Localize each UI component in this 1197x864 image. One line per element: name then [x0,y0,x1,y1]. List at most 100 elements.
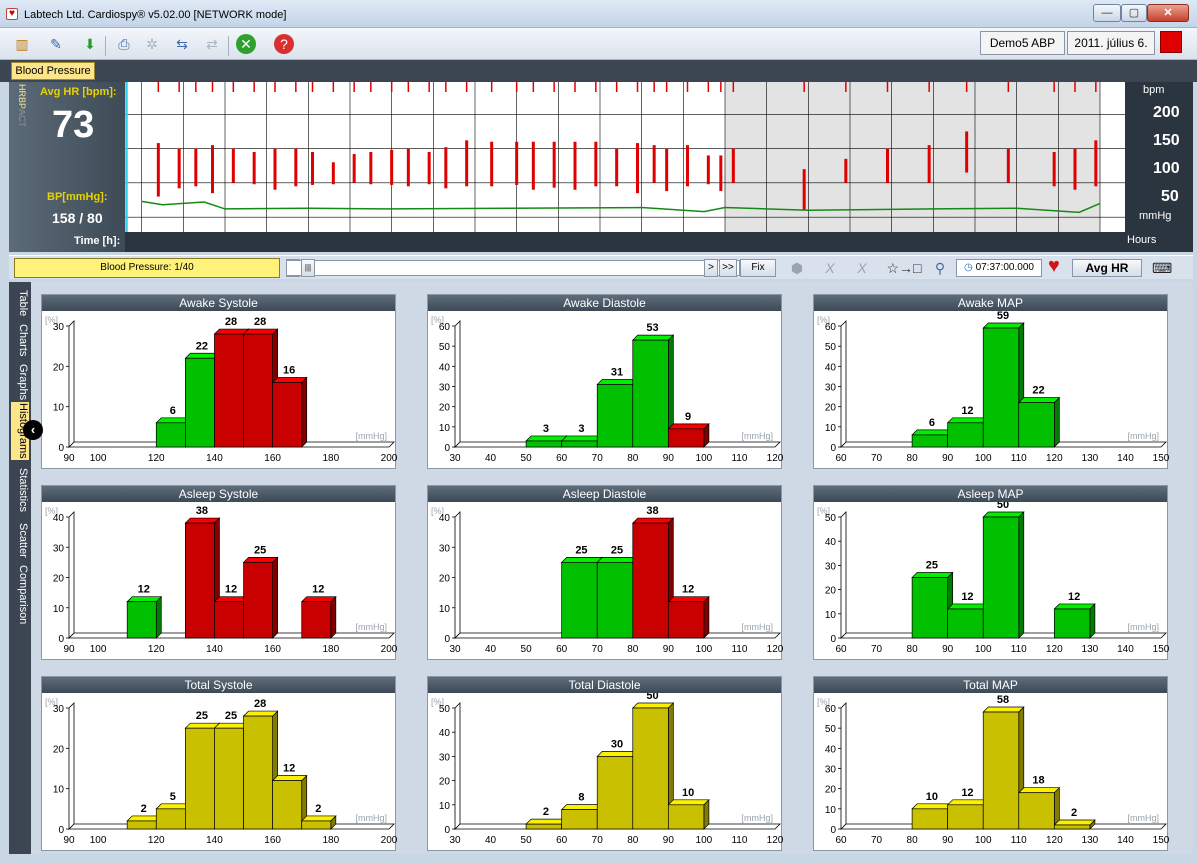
bar-value-label: 5 [170,791,176,803]
histogram-chart: [%] 0 10 20 30 40 50 60 60 70 80 90 100 110 120 130 140 1… [817,311,1169,464]
x-axis-icon: X [825,260,835,276]
x-tick-label: 120 [148,453,165,464]
histogram-title: Awake Systole [42,295,395,311]
histogram-bar-top [525,818,568,825]
x-tick-label: 30 [449,644,461,655]
x-tick-label: 70 [871,644,883,655]
scroll-right-button[interactable]: > [704,259,718,277]
channel-tab-act[interactable]: ACT [17,109,27,128]
bar-value-label: 50 [997,502,1009,511]
bar-value-label: 12 [138,584,150,596]
histogram-bar-top [631,702,675,709]
help-icon[interactable]: ? [274,34,294,54]
histogram-bar-top [911,803,954,810]
title-bar [0,0,1197,28]
heart-icon[interactable]: ♥ [1048,255,1060,277]
select-region-icon[interactable]: ☆→□ [886,260,922,276]
histogram-bar-side [1089,603,1096,639]
x-tick-label: 140 [1117,644,1134,655]
x-tick-label: 70 [592,644,604,655]
histogram-bar [911,808,949,830]
y-tick-label: 10 [825,423,837,434]
mask-icon: ⬢ [790,260,804,276]
x-axis-unit: [mmHg] [742,622,774,632]
tab-comparison[interactable]: Comparison [17,565,29,625]
tab-statistics[interactable]: Statistics [17,467,29,512]
histogram-panel: Total MAP [%] 0 10 20 30 40 50 60 60 70 80 90 100 110 1… [813,676,1169,851]
y-axis-unit: [%] [431,315,444,325]
right-tick: 100 [1153,160,1180,177]
y-axis-wall [840,320,847,448]
tab-charts[interactable]: Charts [17,323,29,357]
avg-hr-button[interactable]: Avg HR [1072,259,1142,277]
print-icon[interactable]: ⎙ [118,36,130,52]
bpm-unit: bpm [1143,84,1165,96]
bar-value-label: 25 [225,710,237,722]
x-tick-label: 40 [485,644,497,655]
bar-value-label: 25 [926,560,938,572]
histogram-bar [561,440,598,448]
keyboard-mouse-icon[interactable]: ⌨ [1152,260,1173,276]
x-tick-label: 120 [767,453,783,464]
channel-tab-bp[interactable]: BP [17,97,27,110]
x-axis-unit: [mmHg] [742,431,774,441]
settings-icon: ✲ [146,36,158,52]
x-tick-label: 150 [1153,644,1169,655]
bar-value-label: 12 [961,787,973,799]
monitor-right-axis: bpm 200 150 100 50 mmHg Hours [1125,82,1193,252]
x-tick-label: 140 [206,644,223,655]
histogram-chart: [%] 0 10 20 30 40 30 40 50 60 70 80 90 100 110 120 [mmHg… [431,505,783,655]
histogram-bar [185,522,215,639]
y-tick-label: 10 [825,610,837,621]
histogram-panel: Total Systole [%] 0 10 20 30 90 100 120 140 160 180… [41,676,397,851]
minimize-button[interactable]: — [1093,4,1121,22]
edit-icon[interactable]: ✎ [50,36,62,52]
fix-button[interactable]: Fix [740,259,776,277]
heart-app-icon[interactable]: ♥ [6,8,18,20]
time-scrollbar[interactable] [286,260,740,276]
histogram-bar-top [271,377,308,383]
histogram-bar [272,780,303,830]
histogram-panel: Asleep MAP [%] 0 10 20 30 40 50 60 70 80 90 100 110 12… [813,485,1169,660]
histogram-panel: Asleep Diastole [%] 0 10 20 30 40 30 40 50 60 70 80 9… [427,485,783,660]
tab-table[interactable]: Table [17,289,29,317]
maximize-button[interactable]: ▢ [1121,4,1147,22]
close-button[interactable]: ✕ [1147,4,1189,22]
scroll-thumb[interactable]: ||| [301,259,315,277]
histogram-bar [632,339,669,448]
y-tick-label: 50 [825,342,837,353]
fast-forward-button[interactable]: >> [719,259,737,277]
bar-value-label: 6 [170,405,176,417]
bar-value-label: 10 [682,787,694,799]
right-tick: 50 [1161,188,1179,205]
y-tick-label: 30 [53,322,65,333]
bp-timeline-chart[interactable]: 89101112131415161718192021222301234567 [125,82,1125,232]
collapse-sidebar-icon[interactable]: ‹ [23,420,43,440]
histogram-chart: [%] 0 10 20 30 90 100 120 140 160 180 200 [mmHg] 6 22 2… [45,315,397,464]
tab-graphs[interactable]: Graphs [17,363,29,401]
excel-icon[interactable]: ✕ [236,34,256,54]
histogram-bar-side [272,556,278,639]
histogram-bar-side [1053,396,1060,448]
x-tick-label: 60 [835,835,847,846]
download-icon[interactable]: ⬇ [84,36,96,52]
histogram-panel: Awake Diastole [%] 0 10 20 30 40 50 60 30 40 50 60 70… [427,294,783,469]
zoom-icon[interactable]: ⚲ [934,260,946,276]
y-axis-unit: [%] [817,315,830,325]
histogram-bar [243,333,273,448]
tab-blood-pressure[interactable]: Blood Pressure [11,62,95,80]
y-axis-unit: [%] [817,697,830,707]
right-tick: 150 [1153,132,1180,149]
histogram-bar-top [1017,397,1061,403]
histogram-chart: [%] 0 10 20 30 40 50 60 70 80 90 100 110 120 130 140 150… [817,502,1169,655]
x-tick-label: 140 [1117,453,1134,464]
channel-tab-hr[interactable]: HR [17,84,27,97]
patients-icon[interactable]: ▥ [15,36,29,52]
histogram-bar [301,601,332,639]
bp-value: 158 / 80 [52,210,103,226]
bar-value-label: 2 [141,803,147,815]
y-tick-label: 40 [825,362,837,373]
histogram-bar-top [667,799,710,806]
network-icon[interactable]: ⇆ [176,36,188,52]
tab-scatter[interactable]: Scatter [17,522,29,558]
